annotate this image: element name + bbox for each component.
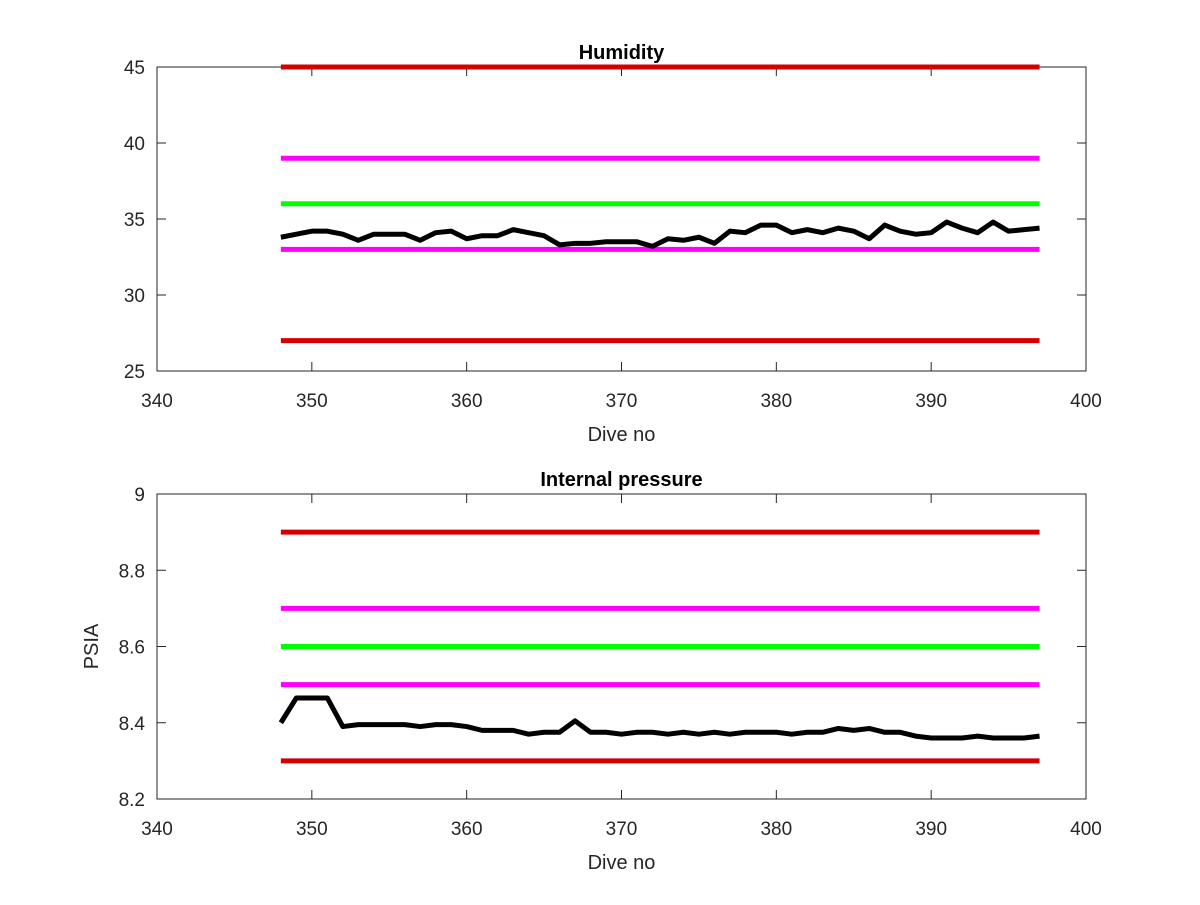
y-tick-label: 8.6 xyxy=(119,638,145,659)
y-tick-label: 8.2 xyxy=(119,790,145,811)
x-tick-label: 340 xyxy=(141,819,173,840)
x-tick-label: 360 xyxy=(451,819,483,840)
x-axis-label: Dive no xyxy=(588,852,656,874)
x-tick-label: 380 xyxy=(760,391,792,412)
x-tick-label: 370 xyxy=(606,391,638,412)
x-tick-label: 350 xyxy=(296,391,328,412)
chart-panel-2: 340 350 360 370 380 390 400 8.2 8.4 8.6 8.8 9 Intern… xyxy=(81,469,1102,874)
x-tick-label: 370 xyxy=(606,819,638,840)
x-tick-label: 340 xyxy=(141,391,173,412)
y-tick-label: 45 xyxy=(124,58,145,79)
y-tick-label: 8.4 xyxy=(119,714,146,735)
x-tick-label: 380 xyxy=(760,819,792,840)
chart-title: Humidity xyxy=(579,42,665,64)
x-tick-label: 350 xyxy=(296,819,328,840)
y-tick-label: 8.8 xyxy=(119,561,145,582)
x-tick-label: 400 xyxy=(1070,819,1102,840)
x-tick-label: 390 xyxy=(915,391,947,412)
chart-title: Internal pressure xyxy=(540,469,702,491)
chart-panel-1: 340 350 360 370 380 390 400 25 30 35 40 45 Humidity D… xyxy=(124,42,1102,446)
x-tick-label: 390 xyxy=(915,819,947,840)
y-tick-label: 25 xyxy=(124,362,145,383)
x-axis-label: Dive no xyxy=(588,424,656,446)
data-series-line xyxy=(280,219,1040,249)
y-axis-label: PSIA xyxy=(81,623,103,669)
y-tick-label: 9 xyxy=(134,485,145,506)
y-tick-label: 40 xyxy=(124,134,145,155)
plot-area-box xyxy=(156,66,1087,372)
x-tick-label: 400 xyxy=(1070,391,1102,412)
y-tick-label: 30 xyxy=(124,286,145,307)
data-series-line xyxy=(278,695,1040,741)
x-tick-label: 360 xyxy=(451,391,483,412)
y-tick-label: 35 xyxy=(124,210,145,231)
